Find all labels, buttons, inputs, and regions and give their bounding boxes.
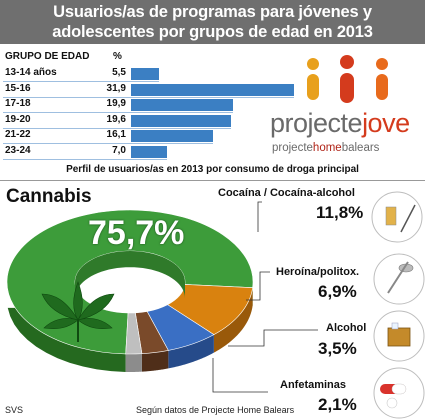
age-row-separator: [3, 81, 159, 82]
callout-lines: [212, 201, 318, 393]
age-value-label: 5,5: [112, 67, 126, 78]
age-bar: [131, 99, 233, 111]
logo-figure-body-2: [340, 73, 354, 103]
donut-slice-side: [168, 334, 214, 369]
age-category-label: 13-14 años: [5, 67, 57, 78]
title-banner: Usuarios/as de programas para jóvenes y …: [0, 0, 425, 44]
heroin-label: Heroína/politox.: [276, 266, 360, 278]
age-value-label: 19,6: [106, 113, 126, 125]
age-bar: [131, 145, 167, 158]
age-row-separator: [3, 158, 167, 160]
logo-word-jove: jove: [362, 108, 410, 138]
donut-slice-side: [213, 287, 253, 353]
title-line-2: adolescentes por grupos de edad en 2013: [52, 23, 373, 41]
alcohol-label: Alcohol: [326, 322, 367, 334]
age-bar: [131, 68, 159, 80]
age-row-separator: [3, 143, 213, 144]
donut-inner-wall: [75, 251, 185, 299]
logo-text: projectejove: [270, 108, 410, 139]
donut-slices: [6, 209, 254, 372]
age-category-label: 19-20: [5, 113, 31, 125]
logo-figure-head-2: [340, 55, 354, 69]
percent-header: %: [113, 51, 122, 62]
donut-slice-side: [125, 353, 142, 372]
age-value-label: 16,1: [106, 129, 126, 140]
cannabis-label: Cannabis: [6, 186, 92, 207]
age-category-label: 15-16: [5, 82, 31, 94]
donut-title: Perfil de usuarios/as en 2013 por consum…: [66, 164, 359, 175]
footer-source: Según datos de Projecte Home Balears: [136, 405, 295, 415]
logo-word-projecte: projecte: [270, 108, 363, 138]
heroin-value: 6,9%: [318, 282, 357, 301]
age-row-separator: [3, 96, 294, 98]
cocaine-label: Cocaína / Cocaína-alcohol: [218, 187, 355, 199]
alcohol-value: 3,5%: [318, 339, 357, 358]
logo-subtext: projectehomebalears: [272, 142, 379, 154]
age-value-label: 7,0: [112, 144, 126, 156]
section-divider: [0, 180, 425, 181]
cannabis-value: 75,7%: [88, 214, 185, 252]
cocaine-value: 11,8%: [316, 203, 364, 222]
age-group-header: GRUPO DE EDAD: [5, 51, 90, 62]
cocaine-icon: [371, 191, 423, 243]
age-row-separator: [3, 127, 231, 129]
footer-credit: SVS: [5, 405, 24, 415]
donut-slice-side: [7, 287, 253, 372]
logo-figure-body-1: [307, 74, 319, 100]
logo-figure-head-3: [376, 58, 388, 70]
logo-sub-balears: balears: [341, 142, 380, 154]
donut-slice-side: [141, 350, 169, 372]
logo-figure-body-3: [376, 74, 388, 100]
logo-figure-head-1: [307, 58, 319, 70]
title-line-1: Usuarios/as de programas para jóvenes y: [53, 3, 372, 21]
age-bar: [131, 130, 213, 142]
age-row-separator: [3, 112, 233, 113]
age-category-label: 23-24: [5, 144, 31, 156]
logo-sub-home: home: [312, 142, 342, 154]
amphetamines-label: Anfetaminas: [280, 379, 347, 391]
drug-icons: [371, 191, 425, 419]
syringe-icon: [373, 253, 425, 305]
logo-sub-projecte: projecte: [272, 142, 313, 154]
age-category-label: 17-18: [5, 98, 31, 109]
cannabis-leaf-icon: [41, 281, 115, 342]
age-category-label: 21-22: [5, 129, 31, 140]
amphetamines-value: 2,1%: [318, 395, 357, 414]
age-value-label: 31,9: [106, 82, 126, 94]
age-bar: [131, 114, 231, 127]
age-value-label: 19,9: [106, 98, 126, 109]
age-bar: [131, 83, 294, 96]
